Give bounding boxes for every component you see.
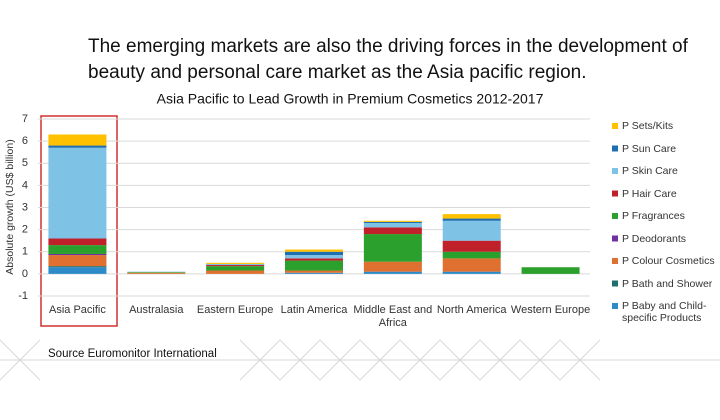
bar-segment xyxy=(285,272,343,274)
legend-swatch xyxy=(612,235,618,242)
x-tick-label: Middle East and Africa xyxy=(353,304,433,329)
bar-segment xyxy=(206,265,265,267)
y-tick-label: 7 xyxy=(22,113,28,125)
bar-segment xyxy=(285,251,343,256)
bar-segment xyxy=(363,221,422,223)
bar-segment xyxy=(363,222,422,228)
y-tick-label: 6 xyxy=(22,135,28,147)
bar-segment xyxy=(48,245,107,254)
bar-segment xyxy=(48,134,107,146)
bar-segment xyxy=(442,258,501,272)
x-tick-label: Western Europe xyxy=(510,304,591,316)
y-tick-label: 4 xyxy=(22,179,28,191)
y-tick-label: 5 xyxy=(22,157,28,169)
bar-segment xyxy=(442,240,501,252)
bar-segment xyxy=(363,227,422,235)
legend-swatch xyxy=(612,258,618,264)
bar-segment xyxy=(285,258,343,261)
bar-segment xyxy=(442,220,501,241)
bar-segment xyxy=(521,267,580,274)
legend-swatch xyxy=(612,123,618,129)
bar-segment xyxy=(442,214,501,219)
bar-segment xyxy=(206,262,265,264)
bar-segment xyxy=(48,147,107,239)
bar-segment xyxy=(363,271,422,274)
x-tick-label: Eastern Europe xyxy=(196,304,274,316)
bar-segment xyxy=(48,267,107,274)
legend-swatch xyxy=(612,280,618,287)
lattice xyxy=(0,339,720,381)
legend-label: P Sun Care xyxy=(622,142,677,155)
legend-label: P Skin Care xyxy=(622,165,678,177)
bar-segment xyxy=(48,238,107,246)
bar-segment xyxy=(363,220,422,222)
bar-segment xyxy=(48,253,107,256)
y-tick-label: 0 xyxy=(22,268,28,280)
highlight xyxy=(40,115,118,327)
legend-label: P Colour Cosmetics xyxy=(622,255,715,267)
heading: The emerging markets are also the drivin… xyxy=(88,36,688,83)
y-tick-label: 1 xyxy=(22,246,28,258)
bar-segment xyxy=(363,261,422,272)
legend-swatch xyxy=(612,145,618,152)
bar-segment xyxy=(48,255,107,267)
legend-swatch xyxy=(612,213,618,219)
y-tick-label: 2 xyxy=(22,224,28,236)
source: Source Euromonitor International xyxy=(48,348,217,360)
bar-segment xyxy=(127,272,186,274)
bar-segment xyxy=(442,271,501,274)
legend-label: P Fragrances xyxy=(622,210,685,222)
legend-label: P Deodorants xyxy=(622,232,687,245)
bar-segment xyxy=(48,266,107,268)
bar-segment xyxy=(285,255,343,259)
bar-segment xyxy=(363,234,422,262)
x-tick-label: Asia Pacific xyxy=(48,304,106,316)
bar-segment xyxy=(48,145,107,148)
legend-swatch xyxy=(612,303,618,309)
legend-label: P Bath and Shower xyxy=(622,277,713,290)
bar-segment xyxy=(285,260,343,271)
y-tick-label: 3 xyxy=(22,201,28,213)
legend-label: P Hair Care xyxy=(622,187,677,200)
legend-label: P Sets/Kits xyxy=(622,120,674,132)
bar-segment xyxy=(442,251,501,259)
bar-segment xyxy=(442,218,501,221)
bar-segment xyxy=(285,249,343,252)
y-axis-label: Absolute growth (US$ billion) xyxy=(4,139,16,274)
bar-segment xyxy=(127,272,186,273)
legend-label: P Baby and Child-specific Products xyxy=(622,300,707,324)
x-tick-label: Latin America xyxy=(280,304,348,316)
y-tick-label: -1 xyxy=(18,290,28,302)
bar-segment xyxy=(206,270,265,274)
x-tick-label: Australasia xyxy=(129,304,184,316)
legend-swatch xyxy=(612,190,618,197)
chart-title: Asia Pacific to Lead Growth in Premium C… xyxy=(157,91,544,107)
bar-segment xyxy=(206,266,265,271)
bar-segment xyxy=(206,263,265,266)
bar-segment xyxy=(285,270,343,273)
x-tick-label: North America xyxy=(436,304,507,316)
legend-swatch xyxy=(612,168,618,174)
